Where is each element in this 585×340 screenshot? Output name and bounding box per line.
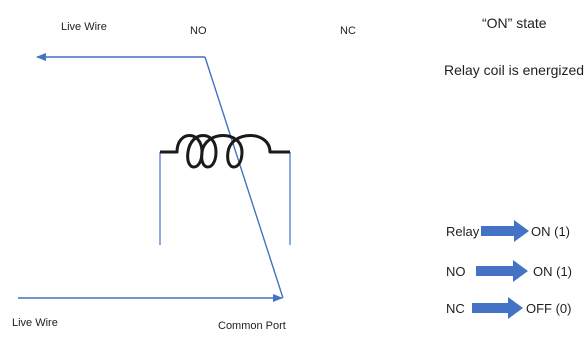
relay-status-value: ON (1) [531, 224, 570, 239]
relay-status-arrow [481, 220, 529, 242]
nc-label: NC [340, 25, 356, 37]
live-wire-top-label: Live Wire [61, 21, 107, 33]
common-port-label: Common Port [218, 320, 286, 332]
nc-status-value: OFF (0) [526, 301, 572, 316]
no-status-name: NO [446, 264, 466, 279]
state-title: “ON” state [482, 15, 547, 31]
live-wire-bottom-label: Live Wire [12, 317, 58, 329]
no-status-value: ON (1) [533, 264, 572, 279]
state-subtitle: Relay coil is energized [444, 62, 585, 78]
relay-coil [160, 134, 290, 169]
nc-status-name: NC [446, 301, 465, 316]
relay-status-name: Relay [446, 224, 480, 239]
nc-status-arrow [472, 297, 523, 319]
switch-arm [204, 56, 284, 299]
no-status-arrow [476, 260, 528, 282]
no-label: NO [190, 25, 207, 37]
